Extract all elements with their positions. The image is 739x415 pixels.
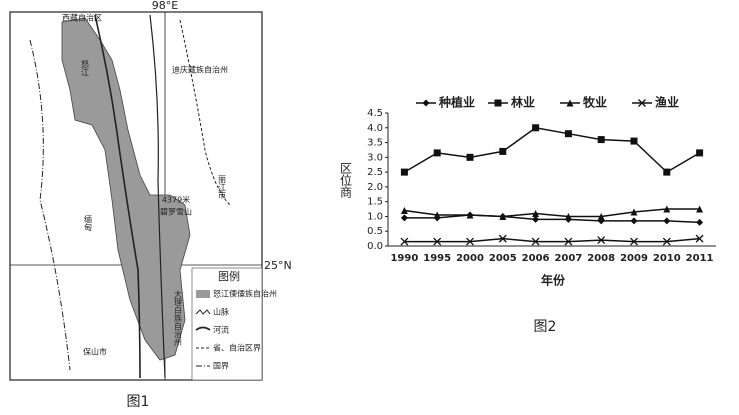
marker bbox=[531, 237, 540, 246]
map: 98°E 25°N 西藏自治区 迪庆藏族自治州 丽江市 4379米 碧罗雪山 缅… bbox=[9, 0, 292, 410]
marker bbox=[498, 234, 507, 243]
x-tick-label: 2000 bbox=[456, 253, 484, 264]
marker bbox=[564, 212, 572, 220]
marker bbox=[630, 217, 638, 225]
marker bbox=[433, 149, 441, 157]
marker bbox=[466, 153, 474, 161]
x-tick-label: 2005 bbox=[489, 253, 517, 264]
marker bbox=[433, 237, 442, 246]
boundary bbox=[179, 19, 231, 206]
series-line bbox=[404, 237, 700, 243]
map-label: 碧罗雪山 bbox=[160, 207, 192, 217]
legend-label: 种植业 bbox=[438, 95, 475, 110]
x-axis-label: 年份 bbox=[541, 273, 566, 288]
y-tick-label: 3.5 bbox=[367, 138, 383, 149]
marker bbox=[695, 234, 704, 243]
y-tick-label: 0.5 bbox=[367, 226, 383, 237]
nujiang-region bbox=[61, 17, 191, 361]
legend-label: 国界 bbox=[213, 362, 229, 371]
y-tick-label: 3.0 bbox=[367, 152, 383, 163]
legend-swatch bbox=[195, 326, 211, 331]
marker bbox=[499, 212, 507, 220]
marker bbox=[696, 218, 704, 226]
x-tick-label: 1990 bbox=[390, 253, 418, 264]
map-label: 大理白族自治州 bbox=[174, 289, 183, 346]
y-tick-label: 2.0 bbox=[367, 182, 383, 193]
marker bbox=[630, 137, 638, 145]
figure-caption: 图1 bbox=[127, 394, 150, 410]
marker bbox=[597, 136, 605, 144]
marker bbox=[663, 205, 671, 213]
map-label: 怒江 bbox=[81, 59, 90, 77]
river bbox=[149, 14, 166, 379]
marker bbox=[630, 208, 638, 216]
y-tick-label: 0.0 bbox=[367, 241, 383, 252]
marker bbox=[532, 215, 540, 223]
x-tick-label: 2006 bbox=[522, 253, 550, 264]
y-axis-label: 区位商 bbox=[339, 162, 353, 199]
marker bbox=[564, 130, 572, 138]
x-tick-label: 1995 bbox=[423, 253, 451, 264]
marker bbox=[597, 236, 606, 245]
legend-swatch bbox=[195, 309, 211, 315]
y-tick-label: 4.5 bbox=[367, 108, 383, 119]
longitude-label: 98°E bbox=[152, 0, 178, 12]
y-tick-label: 4.0 bbox=[367, 123, 383, 134]
figure-caption: 图2 bbox=[534, 319, 557, 335]
legend-label: 山脉 bbox=[213, 307, 229, 317]
marker bbox=[662, 237, 671, 246]
legend-box bbox=[191, 267, 263, 381]
legend-label: 林业 bbox=[511, 95, 535, 110]
x-tick-label: 2008 bbox=[587, 253, 615, 264]
x-tick-label: 2010 bbox=[653, 253, 681, 264]
marker bbox=[400, 207, 408, 215]
marker bbox=[564, 237, 573, 246]
marker bbox=[433, 211, 441, 219]
legend-marker bbox=[422, 99, 430, 107]
legend-label: 河流 bbox=[213, 325, 229, 335]
marker bbox=[663, 217, 671, 225]
latitude-label: 25°N bbox=[264, 259, 292, 272]
x-tick-label: 2009 bbox=[620, 253, 648, 264]
x-tick-label: 2007 bbox=[554, 253, 582, 264]
map-label: 西藏自治区 bbox=[62, 13, 102, 23]
y-tick-label: 2.5 bbox=[367, 167, 383, 178]
series-line bbox=[404, 214, 700, 224]
map-label: 缅甸 bbox=[84, 214, 93, 232]
series-line bbox=[404, 208, 700, 218]
map-label: 保山市 bbox=[83, 347, 107, 357]
series-line bbox=[404, 126, 700, 174]
marker bbox=[400, 237, 409, 246]
marker bbox=[466, 211, 474, 219]
marker bbox=[466, 237, 474, 246]
border bbox=[29, 39, 71, 371]
river bbox=[94, 14, 141, 379]
legend-marker bbox=[566, 99, 574, 107]
legend-label: 牧业 bbox=[583, 95, 607, 110]
marker bbox=[663, 168, 671, 176]
marker bbox=[696, 205, 704, 213]
map-label: 4379米 bbox=[162, 195, 190, 205]
marker bbox=[532, 209, 540, 217]
marker bbox=[630, 237, 638, 246]
legend-marker bbox=[494, 99, 502, 107]
x-tick-label: 2011 bbox=[686, 253, 714, 264]
legend-swatch bbox=[196, 290, 210, 298]
map-label: 丽江市 bbox=[218, 175, 227, 200]
marker bbox=[597, 212, 605, 220]
legend-label: 渔业 bbox=[655, 95, 679, 110]
marker bbox=[532, 124, 540, 132]
marker bbox=[400, 214, 408, 222]
y-tick-label: 1.0 bbox=[367, 211, 383, 222]
legend-label: 怒江傈僳族自治州 bbox=[213, 289, 277, 299]
legend-title: 图例 bbox=[218, 269, 240, 283]
legend-label: 省、自治区界 bbox=[213, 343, 261, 353]
marker bbox=[400, 168, 408, 176]
marker bbox=[696, 149, 704, 157]
legend-marker bbox=[638, 99, 646, 107]
marker bbox=[499, 147, 507, 155]
map-label: 迪庆藏族自治州 bbox=[172, 65, 228, 75]
y-tick-label: 1.5 bbox=[367, 197, 383, 208]
